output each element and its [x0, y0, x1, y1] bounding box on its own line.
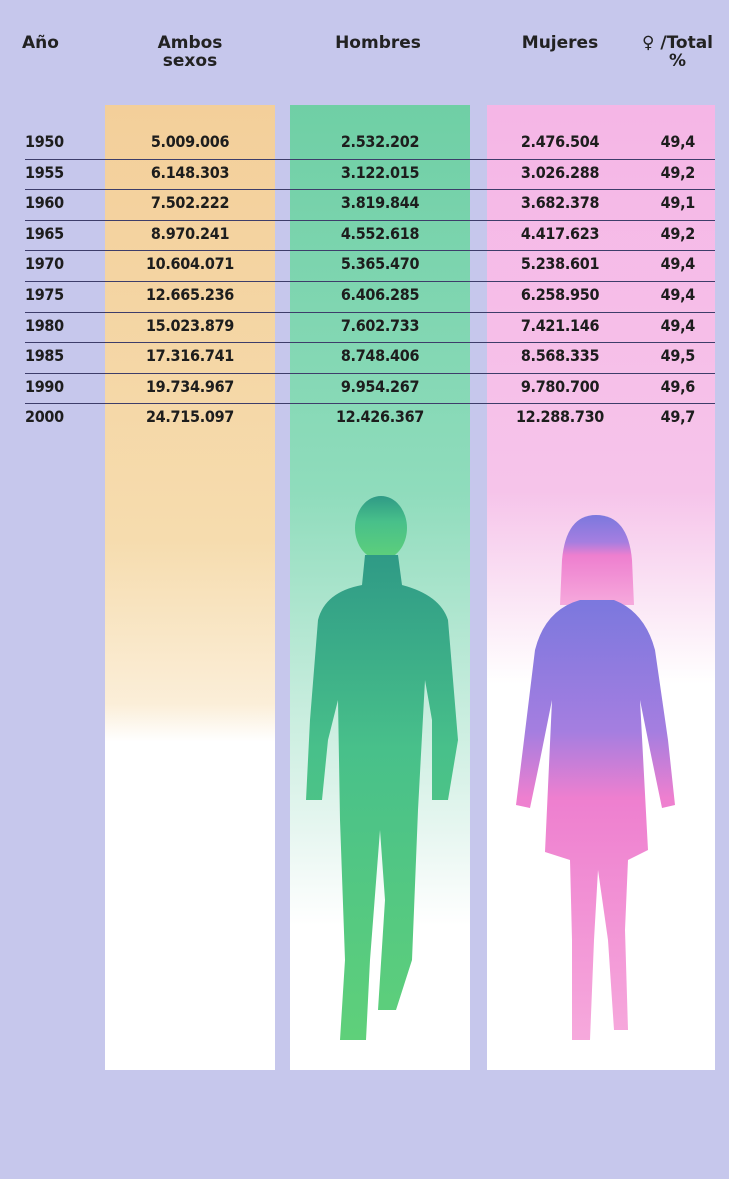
value-cell: 9.954.267 — [295, 377, 465, 396]
value-cell: 2.532.202 — [295, 132, 465, 151]
woman-silhouette — [516, 515, 675, 1040]
year-cell: 1965 — [25, 224, 85, 243]
value-cell: 3.819.844 — [295, 193, 465, 212]
row-rule — [25, 250, 715, 251]
value-cell: 49,4 — [635, 132, 695, 151]
value-cell: 49,6 — [635, 377, 695, 396]
value-cell: 49,2 — [635, 163, 695, 182]
value-cell: 49,7 — [635, 407, 695, 426]
column-header: Mujeres — [505, 34, 615, 52]
column-header: ♀ /Total % — [640, 34, 715, 70]
value-cell: 10.604.071 — [110, 254, 270, 273]
row-rule — [25, 281, 715, 282]
value-cell: 3.682.378 — [490, 193, 630, 212]
year-cell: 2000 — [25, 407, 85, 426]
value-cell: 12.426.367 — [295, 407, 465, 426]
value-cell: 49,4 — [635, 316, 695, 335]
value-cell: 9.780.700 — [490, 377, 630, 396]
value-cell: 3.026.288 — [490, 163, 630, 182]
value-cell: 8.568.335 — [490, 346, 630, 365]
value-cell: 49,1 — [635, 193, 695, 212]
row-rule — [25, 403, 715, 404]
value-cell: 49,4 — [635, 254, 695, 273]
value-cell: 49,4 — [635, 285, 695, 304]
year-cell: 1975 — [25, 285, 85, 304]
value-cell: 3.122.015 — [295, 163, 465, 182]
value-cell: 8.970.241 — [110, 224, 270, 243]
value-cell: 12.288.730 — [490, 407, 630, 426]
value-cell: 7.502.222 — [110, 193, 270, 212]
value-cell: 2.476.504 — [490, 132, 630, 151]
value-cell: 6.258.950 — [490, 285, 630, 304]
year-cell: 1955 — [25, 163, 85, 182]
value-cell: 8.748.406 — [295, 346, 465, 365]
row-rule — [25, 312, 715, 313]
value-cell: 6.148.303 — [110, 163, 270, 182]
column-header: Hombres — [318, 34, 438, 52]
year-cell: 1970 — [25, 254, 85, 273]
value-cell: 7.602.733 — [295, 316, 465, 335]
value-cell: 4.552.618 — [295, 224, 465, 243]
value-cell: 15.023.879 — [110, 316, 270, 335]
year-cell: 1980 — [25, 316, 85, 335]
value-cell: 5.238.601 — [490, 254, 630, 273]
man-silhouette — [306, 496, 458, 1040]
year-cell: 1990 — [25, 377, 85, 396]
row-rule — [25, 159, 715, 160]
year-cell: 1950 — [25, 132, 85, 151]
value-cell: 49,2 — [635, 224, 695, 243]
row-rule — [25, 373, 715, 374]
value-cell: 19.734.967 — [110, 377, 270, 396]
row-rule — [25, 342, 715, 343]
year-cell: 1985 — [25, 346, 85, 365]
year-cell: 1960 — [25, 193, 85, 212]
value-cell: 4.417.623 — [490, 224, 630, 243]
value-cell: 17.316.741 — [110, 346, 270, 365]
column-header: Ambos sexos — [140, 34, 240, 70]
value-cell: 24.715.097 — [110, 407, 270, 426]
value-cell: 49,5 — [635, 346, 695, 365]
infographic: Año Ambos sexos Hombres Mujeres ♀ /Total % 19… — [0, 0, 729, 1179]
value-cell: 7.421.146 — [490, 316, 630, 335]
value-cell: 6.406.285 — [295, 285, 465, 304]
row-rule — [25, 220, 715, 221]
value-cell: 5.365.470 — [295, 254, 465, 273]
value-cell: 5.009.006 — [110, 132, 270, 151]
value-cell: 12.665.236 — [110, 285, 270, 304]
row-rule — [25, 189, 715, 190]
column-header: Año — [22, 34, 72, 52]
